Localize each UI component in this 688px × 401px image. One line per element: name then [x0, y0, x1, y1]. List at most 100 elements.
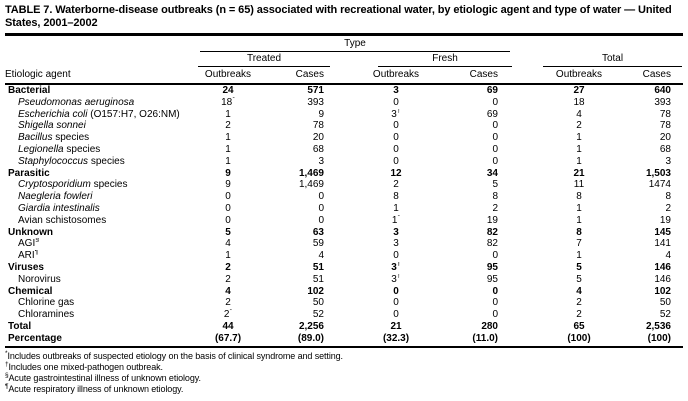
row-label: Unknown — [8, 226, 53, 238]
cell-treated-cases: 50 — [312, 297, 324, 309]
cell-fresh-cases: (11.0) — [432, 332, 512, 348]
cell-treated-outbreaks: 9 — [225, 167, 231, 179]
table-row: Naegleria fowleri 0 0 8 8 8 8 — [5, 191, 683, 203]
cell-fresh-outbreaks: 3† — [391, 108, 401, 120]
cell-fresh-outbreaks: 0 — [393, 297, 399, 309]
cell-treated-outbreaks: 4 — [225, 285, 231, 297]
cell-total-outbreaks: 2 — [576, 120, 582, 132]
table-row: Percentage (67.7) (89.0) (32.3) (11.0) (100)(… — [5, 332, 683, 348]
footnote: †Includes one mixed-pathogen outbreak. — [5, 361, 683, 373]
row-label: Escherichia coli (O157:H7, O26:NM) — [18, 108, 180, 120]
header-spacer — [5, 52, 198, 67]
table-row: Total 44 2,256 21 280 65 2,536 — [5, 321, 683, 333]
cell-total-cases: 3 — [665, 155, 671, 167]
cell-total-outbreaks: 1 — [576, 155, 582, 167]
total-outbreaks-header: Outbreaks — [512, 67, 606, 85]
cell-total-outbreaks: 2 — [576, 297, 582, 309]
fresh-group-header: Fresh — [330, 52, 512, 67]
cell-total-cases: 2,536 — [645, 320, 671, 332]
cell-treated-outbreaks: 2* — [223, 309, 233, 321]
table-row: Cryptosporidium species 9 1,469 2 5 11 1474 — [5, 179, 683, 191]
cell-treated-outbreaks: 0 — [225, 214, 231, 226]
table-row: Chemical 4 102 0 0 4 102 — [5, 286, 683, 298]
cell-fresh-cases: 5 — [492, 179, 498, 191]
cell-treated-cases: 0 — [318, 214, 324, 226]
cell-treated-cases: 102 — [307, 285, 324, 297]
table-body: Bacterial 24 571 3 69 27 640 Pseudomonas aerugi… — [5, 84, 683, 348]
row-label: Parasitic — [8, 167, 50, 179]
row-label: Pseudomonas aeruginosa — [18, 96, 135, 108]
cell-treated-outbreaks: 24 — [222, 85, 234, 96]
cell-treated-outbreaks: 18* — [221, 96, 235, 108]
cell-fresh-outbreaks: 3 — [393, 226, 399, 238]
cell-treated-outbreaks: 1 — [225, 250, 231, 262]
cell-fresh-cases: 8 — [492, 191, 498, 203]
cell-total-outbreaks: 21 — [573, 167, 585, 179]
cell-fresh-cases: 34 — [486, 167, 498, 179]
cell-fresh-outbreaks: 0 — [393, 309, 399, 321]
cell-treated-outbreaks: 1 — [225, 143, 231, 155]
cell-treated-outbreaks: 5 — [225, 226, 231, 238]
cell-fresh-outbreaks: 0 — [393, 120, 399, 132]
cell-total-outbreaks: 65 — [573, 320, 585, 332]
footnote-marker: † — [396, 273, 401, 280]
treated-outbreaks-header: Outbreaks — [198, 67, 258, 85]
footnote: *Includes outbreaks of suspected etiolog… — [5, 349, 683, 362]
table-row: Parasitic 9 1,469 12 34 21 1,503 — [5, 168, 683, 180]
cell-total-outbreaks: 5 — [576, 261, 582, 273]
row-label: Bacterial — [8, 85, 51, 96]
cell-treated-cases: 571 — [307, 85, 324, 96]
cell-fresh-cases: 0 — [492, 309, 498, 321]
footnote-marker: † — [396, 261, 401, 268]
cell-fresh-outbreaks: 21 — [390, 320, 402, 332]
column-header-row: Etiologic agent Outbreaks Cases Outbreak… — [5, 67, 683, 85]
cell-treated-cases: 4 — [318, 250, 324, 262]
cell-total-cases: 145 — [654, 226, 671, 238]
cell-fresh-cases: 280 — [481, 320, 498, 332]
cell-fresh-outbreaks: 0 — [393, 96, 399, 108]
row-label: Chlorine gas — [18, 297, 75, 309]
cell-fresh-cases: 82 — [486, 238, 498, 250]
table-row: Pseudomonas aeruginosa 18* 393 0 0 18 393 — [5, 97, 683, 109]
cell-total-cases: 78 — [659, 120, 671, 132]
cell-total-outbreaks: 27 — [573, 85, 585, 96]
cell-fresh-outbreaks: 1 — [393, 202, 399, 214]
cell-total-cases: 20 — [659, 132, 671, 144]
cell-treated-cases: (89.0) — [258, 332, 330, 348]
cell-treated-cases: 9 — [318, 108, 324, 120]
row-label: Staphylococcus species — [18, 155, 125, 167]
cell-treated-outbreaks: 1 — [225, 132, 231, 144]
cell-total-cases: 4 — [665, 250, 671, 262]
cell-fresh-cases: 95 — [486, 261, 498, 273]
table-row: Bacterial 24 571 3 69 27 640 — [5, 84, 683, 97]
row-label: Chemical — [8, 285, 53, 297]
row-label: ARI¶ — [18, 250, 39, 262]
cell-fresh-outbreaks: 1* — [391, 214, 401, 226]
cell-total-outbreaks: 11 — [573, 179, 585, 191]
cell-total-outbreaks: 2 — [576, 309, 582, 321]
cell-total-outbreaks: 1 — [576, 202, 582, 214]
cell-total-outbreaks: 5 — [576, 273, 582, 285]
cell-fresh-cases: 2 — [492, 202, 498, 214]
cell-treated-outbreaks: 44 — [222, 320, 234, 332]
cell-fresh-outbreaks: 3† — [391, 273, 401, 285]
cell-treated-cases: 1,469 — [298, 167, 324, 179]
cell-treated-cases: 393 — [307, 96, 324, 108]
cell-fresh-outbreaks: 0 — [393, 143, 399, 155]
cell-total-cases: (100) — [606, 332, 683, 348]
cell-fresh-cases: 19 — [486, 214, 498, 226]
footnote-marker: * — [5, 349, 8, 357]
cell-treated-outbreaks: 0 — [225, 191, 231, 203]
cell-total-outbreaks: 4 — [576, 108, 582, 120]
total-cases-header: Cases — [606, 67, 683, 85]
footnote-marker: * — [229, 309, 233, 315]
table-row: Norovirus 2 51 3† 95 5 146 — [5, 274, 683, 286]
footnote-marker: * — [232, 96, 235, 103]
table-row: AGI§ 4 59 3 82 7 141 — [5, 238, 683, 250]
cell-fresh-outbreaks: 0 — [393, 132, 399, 144]
cell-fresh-outbreaks: 8 — [393, 191, 399, 203]
fresh-group-label: Fresh — [378, 52, 512, 67]
cell-total-outbreaks: 1 — [576, 250, 582, 262]
cell-fresh-cases: 82 — [486, 226, 498, 238]
